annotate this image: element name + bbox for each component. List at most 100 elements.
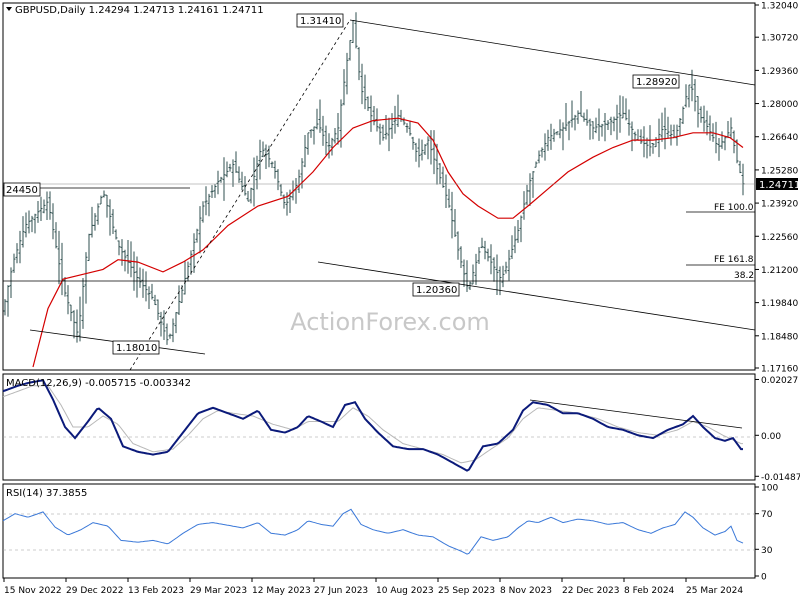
price-bar — [513, 226, 517, 254]
symbol-header: GBPUSD,Daily 1.24294 1.24713 1.24161 1.2… — [6, 5, 264, 16]
price-bar — [525, 184, 529, 206]
price-bar — [141, 268, 145, 298]
price-bar — [237, 166, 241, 183]
price-bar — [342, 69, 346, 106]
price-bar — [465, 260, 469, 293]
price-bar — [432, 130, 436, 175]
price-bar — [312, 126, 316, 145]
price-bar — [327, 133, 331, 159]
price-bar — [21, 216, 25, 248]
price-bar — [444, 174, 448, 209]
price-bar — [36, 201, 40, 223]
price-bar — [45, 191, 49, 221]
price-bar — [639, 129, 643, 145]
price-bar — [246, 190, 250, 202]
price-bar — [660, 112, 664, 142]
price-tick-label: 1.32040 — [761, 2, 798, 12]
time-tick-label: 27 Jun 2023 — [314, 586, 368, 596]
price-bar — [171, 318, 175, 343]
price-bar — [360, 63, 364, 105]
price-bar — [162, 310, 166, 341]
macd-signal-line — [2, 385, 743, 464]
price-bar — [6, 285, 10, 317]
price-bar — [657, 118, 661, 158]
price-bar — [585, 109, 589, 126]
price-bar — [363, 74, 367, 110]
price-tick-label: 1.30720 — [761, 34, 798, 44]
price-bar — [615, 104, 619, 140]
price-tick-label: 1.25280 — [761, 166, 798, 176]
label-1-31410: 1.31410 — [300, 16, 341, 27]
price-bar — [618, 95, 622, 133]
time-tick-label: 10 Aug 2023 — [376, 586, 434, 596]
price-bar — [102, 190, 106, 198]
current-price-box — [756, 178, 798, 190]
price-bar — [654, 137, 658, 148]
macd-tick-label: 0.02027 — [761, 376, 798, 386]
time-tick-label: 12 May 2023 — [252, 586, 311, 596]
price-bar — [651, 142, 655, 154]
price-bar — [282, 194, 286, 209]
price-bar — [276, 169, 280, 191]
time-tick-label: 13 Feb 2023 — [128, 586, 184, 596]
price-bar — [708, 115, 712, 141]
price-bar — [348, 39, 352, 61]
price-bar — [414, 142, 418, 162]
price-bar — [705, 110, 709, 136]
price-bar — [228, 163, 232, 172]
price-bar — [423, 144, 427, 155]
label-box-1-18010 — [112, 340, 160, 355]
price-bar — [624, 98, 628, 121]
price-bar — [564, 102, 568, 131]
price-bar — [738, 160, 742, 174]
rsi-tick-label: 70 — [761, 510, 773, 520]
price-bar — [627, 109, 631, 136]
price-bar — [537, 150, 541, 164]
price-bar — [474, 253, 478, 285]
price-bar — [9, 267, 13, 298]
label-1-28920: 1.28920 — [636, 77, 677, 88]
price-bar — [549, 123, 553, 150]
price-bar — [528, 173, 532, 206]
price-bar — [180, 285, 184, 303]
price-bar — [519, 215, 523, 243]
price-bar — [429, 130, 433, 165]
time-tick-label: 22 Dec 2023 — [562, 586, 620, 596]
price-bar — [3, 299, 7, 316]
price-bar — [303, 135, 307, 168]
price-bar — [603, 113, 607, 142]
price-bar — [426, 136, 430, 160]
price-bar — [57, 230, 61, 285]
rsi-tick-label: 100 — [761, 484, 778, 494]
price-bar — [732, 130, 736, 154]
price-bar — [594, 117, 598, 134]
price-bar — [24, 212, 28, 238]
price-bar — [642, 126, 646, 158]
price-bar — [504, 261, 508, 274]
price-bar — [207, 193, 211, 217]
price-bar — [396, 94, 400, 128]
price-bar — [450, 191, 454, 239]
price-tick-label: 1.17160 — [761, 365, 798, 375]
price-bar — [231, 159, 235, 187]
price-bar — [579, 90, 583, 117]
price-bar — [729, 117, 733, 139]
price-bar — [699, 106, 703, 123]
price-bar — [405, 123, 409, 133]
price-bar — [216, 170, 220, 195]
price-tick-label: 1.21200 — [761, 266, 798, 276]
price-bar — [111, 209, 115, 235]
price-bar — [330, 137, 334, 156]
price-bar — [516, 219, 520, 243]
price-bar — [309, 129, 313, 138]
price-bar — [357, 47, 361, 81]
price-bar — [483, 240, 487, 260]
price-bar — [153, 294, 157, 306]
price-bar — [531, 171, 535, 198]
time-tick-label: 25 Sep 2023 — [438, 586, 495, 596]
price-bar — [108, 199, 112, 236]
label-24450: 24450 — [6, 185, 38, 196]
rsi-label: RSI(14) 37.3855 — [6, 488, 87, 499]
price-bar — [723, 136, 727, 151]
